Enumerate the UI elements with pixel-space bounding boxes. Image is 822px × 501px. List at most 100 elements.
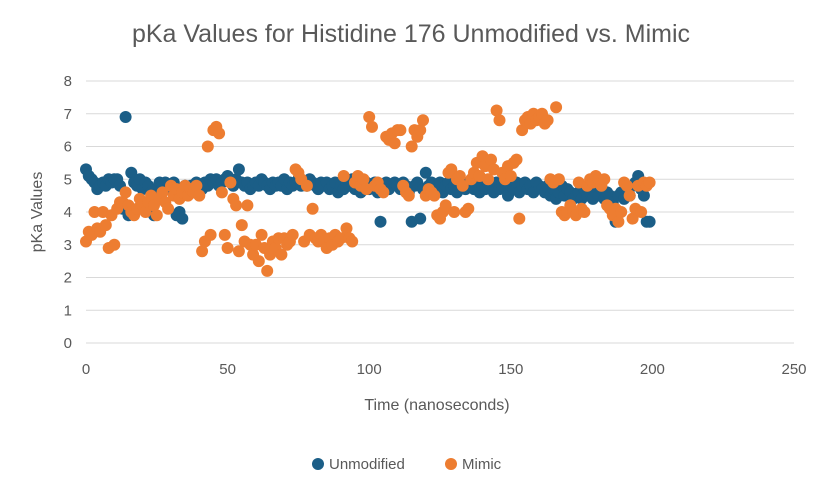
legend-marker	[445, 458, 457, 470]
y-tick-label: 1	[64, 302, 72, 319]
data-point	[241, 199, 254, 212]
y-tick-label: 3	[64, 237, 72, 254]
data-point	[417, 114, 429, 127]
data-point	[448, 206, 461, 218]
data-point	[445, 163, 458, 176]
data-point	[402, 189, 415, 202]
data-point	[428, 189, 441, 202]
data-point	[541, 114, 554, 127]
data-point	[366, 120, 378, 133]
data-point	[221, 242, 234, 254]
data-point	[235, 219, 248, 232]
legend-marker	[312, 458, 324, 470]
y-tick-label: 4	[64, 204, 72, 221]
data-point	[513, 212, 526, 225]
data-point	[598, 173, 611, 186]
y-tick-label: 7	[64, 106, 72, 123]
data-point	[156, 186, 169, 199]
data-point	[193, 189, 206, 202]
data-point	[419, 166, 432, 179]
data-point	[439, 199, 452, 212]
data-point	[377, 186, 390, 199]
data-point	[162, 202, 175, 215]
data-point	[615, 206, 628, 218]
data-point	[620, 179, 633, 192]
data-point	[504, 170, 517, 182]
y-tick-label: 6	[64, 139, 72, 156]
chart-title: pKa Values for Histidine 176 Unmodified …	[132, 20, 690, 48]
data-point	[108, 238, 121, 251]
x-tick-label: 200	[640, 361, 665, 378]
data-point	[623, 189, 636, 202]
data-point	[99, 219, 112, 232]
data-point	[119, 111, 132, 123]
data-point	[552, 173, 565, 186]
data-point	[453, 170, 466, 182]
data-point	[346, 235, 359, 248]
series-mimic	[80, 101, 656, 277]
y-tick-label: 2	[64, 270, 72, 287]
data-point	[337, 170, 350, 182]
data-point	[388, 137, 401, 150]
data-point	[201, 140, 214, 153]
data-point	[232, 163, 245, 176]
data-point	[626, 212, 639, 225]
data-point	[119, 186, 132, 199]
data-point	[493, 114, 506, 127]
x-axis-title: Time (nanoseconds)	[364, 397, 509, 414]
tick-labels: 0 1 2 3 4 5 6 7 8 0 50 100 150 200 250	[64, 73, 807, 378]
data-point	[300, 179, 313, 192]
data-point	[213, 127, 226, 140]
data-point	[218, 228, 231, 241]
data-point	[414, 124, 427, 137]
data-point	[637, 189, 650, 202]
data-point	[405, 140, 418, 153]
data-point	[490, 104, 503, 117]
data-point	[255, 228, 268, 241]
data-point	[252, 255, 265, 268]
data-point	[374, 215, 387, 228]
data-point	[306, 202, 319, 215]
data-point	[176, 212, 189, 225]
data-point	[482, 173, 495, 186]
x-tick-label: 250	[781, 361, 806, 378]
x-tick-label: 50	[219, 361, 236, 378]
data-point	[261, 264, 274, 277]
data-point	[363, 111, 376, 123]
data-point	[643, 176, 656, 189]
data-point	[357, 173, 370, 186]
data-point	[612, 215, 625, 228]
data-point	[456, 179, 469, 192]
x-tick-label: 100	[357, 361, 382, 378]
data-point	[643, 215, 656, 228]
data-point	[578, 206, 591, 218]
data-point	[275, 248, 288, 261]
data-point	[88, 206, 101, 218]
data-points	[80, 101, 656, 277]
data-point	[340, 222, 353, 235]
x-tick-label: 0	[82, 361, 90, 378]
data-point	[224, 176, 237, 189]
data-point	[414, 212, 427, 225]
data-point	[204, 228, 217, 241]
data-point	[232, 245, 245, 258]
data-point	[550, 101, 563, 114]
data-point	[485, 153, 497, 166]
data-point	[394, 124, 407, 137]
data-point	[196, 245, 209, 258]
y-tick-label: 8	[64, 73, 72, 90]
x-tick-label: 150	[498, 361, 523, 378]
data-point	[635, 206, 648, 218]
legend: Unmodified Mimic	[312, 456, 502, 473]
y-axis-title: pKa Values	[29, 172, 46, 253]
legend-label: Mimic	[462, 456, 502, 473]
data-point	[190, 179, 203, 192]
data-point	[230, 199, 243, 212]
data-point	[462, 202, 475, 215]
data-point	[510, 153, 523, 166]
data-point	[286, 228, 299, 241]
legend-label: Unmodified	[329, 456, 405, 473]
data-point	[516, 124, 529, 137]
